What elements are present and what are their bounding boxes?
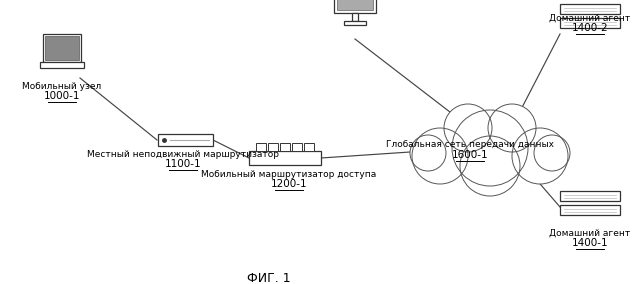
Polygon shape [337, 0, 373, 10]
Polygon shape [45, 36, 79, 60]
Text: Глобальная сеть передачи данных: Глобальная сеть передачи данных [386, 140, 554, 149]
Text: 1100-1: 1100-1 [164, 159, 202, 169]
Polygon shape [334, 0, 376, 13]
Text: ФИГ. 1: ФИГ. 1 [247, 272, 291, 284]
Polygon shape [292, 143, 302, 151]
Text: 1600-1: 1600-1 [452, 150, 488, 160]
Polygon shape [249, 151, 321, 165]
Text: 1200-1: 1200-1 [271, 179, 307, 189]
Polygon shape [344, 21, 366, 25]
Text: 1400-2: 1400-2 [572, 23, 608, 33]
Text: Мобильный узел: Мобильный узел [22, 82, 102, 91]
Text: 1000-1: 1000-1 [44, 91, 80, 101]
Text: Мобильный маршрутизатор доступа: Мобильный маршрутизатор доступа [202, 170, 376, 179]
Text: Домашний агент: Домашний агент [549, 229, 630, 238]
Polygon shape [304, 143, 314, 151]
Text: Домашний агент: Домашний агент [549, 14, 630, 23]
Circle shape [512, 128, 568, 184]
Polygon shape [560, 205, 620, 215]
Circle shape [412, 128, 468, 184]
Circle shape [444, 104, 492, 152]
Polygon shape [256, 143, 266, 151]
Circle shape [534, 135, 570, 171]
Circle shape [410, 135, 446, 171]
Text: 1400-1: 1400-1 [572, 238, 608, 248]
Circle shape [460, 136, 520, 196]
Polygon shape [43, 34, 81, 62]
Polygon shape [268, 143, 278, 151]
Polygon shape [40, 62, 84, 68]
Text: Местный неподвижный маршрутизатор: Местный неподвижный маршрутизатор [87, 150, 279, 159]
Circle shape [488, 104, 536, 152]
Circle shape [452, 110, 528, 186]
Polygon shape [560, 191, 620, 201]
Polygon shape [157, 134, 212, 146]
Polygon shape [560, 18, 620, 28]
Polygon shape [280, 143, 290, 151]
Polygon shape [560, 4, 620, 14]
Polygon shape [352, 13, 358, 21]
